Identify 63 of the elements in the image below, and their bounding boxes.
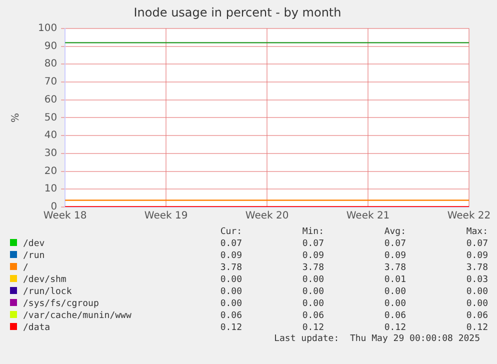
- x-tick-label: Week 21: [346, 210, 390, 222]
- text: 0.12: [301, 322, 324, 334]
- y-tick-label: 50: [44, 112, 58, 124]
- y-tick-label: 60: [44, 94, 58, 106]
- y-tick-label: 80: [44, 58, 58, 70]
- text: 0.12: [383, 322, 406, 334]
- text: 0.00: [301, 274, 324, 286]
- text: 0.00: [301, 286, 324, 298]
- text: Last update: Thu May 29 00:00:08 2025: [274, 334, 480, 344]
- text: 0.00: [383, 298, 406, 310]
- text: 0.07: [383, 238, 406, 250]
- text: 0.07: [301, 238, 324, 250]
- text: 3.78: [465, 262, 488, 274]
- text: 0.00: [219, 286, 242, 298]
- x-tick-label: Week 20: [245, 210, 289, 222]
- y-tick-label: 20: [44, 166, 58, 177]
- legend-label: /: [22, 262, 30, 274]
- text: 3.78: [219, 262, 242, 274]
- text: 0.06: [301, 310, 324, 322]
- chart-title: Inode usage in percent - by month: [134, 5, 342, 20]
- text: 0.12: [465, 322, 488, 334]
- legend-label: /run/lock: [22, 286, 73, 298]
- text: 0.06: [465, 310, 488, 322]
- text: 0.00: [465, 286, 488, 298]
- text: 0.00: [219, 298, 242, 310]
- text: 0.00: [465, 298, 488, 310]
- text: 0.06: [383, 310, 406, 322]
- legend-label: /sys/fs/cgroup: [22, 298, 100, 310]
- y-tick-label: 90: [44, 40, 58, 52]
- text: 0.07: [219, 238, 242, 250]
- text: Cur:: [219, 226, 242, 238]
- text: 0.00: [219, 274, 242, 286]
- text: 0.09: [301, 250, 324, 262]
- text: 3.78: [383, 262, 406, 274]
- legend-label: /data: [22, 322, 52, 334]
- legend-label: /var/cache/munin/www: [22, 310, 132, 322]
- y-tick-label: 30: [44, 148, 58, 160]
- text: 0.09: [219, 250, 242, 262]
- y-tick-label: 10: [44, 184, 58, 195]
- x-tick-label: Week 22: [447, 210, 491, 222]
- x-tick-label: Week 18: [43, 210, 87, 222]
- text: Min:: [301, 226, 324, 238]
- y-tick-label: 70: [44, 76, 58, 88]
- legend-label: /dev: [22, 238, 46, 250]
- text: 0.03: [465, 274, 488, 286]
- text: 0.12: [219, 322, 242, 334]
- text: Max:: [465, 226, 488, 238]
- x-tick-label: Week 19: [144, 210, 188, 222]
- text: 0.00: [301, 298, 324, 310]
- text: 0.09: [465, 250, 488, 262]
- text: 0.07: [465, 238, 488, 250]
- legend-label: /dev/shm: [22, 274, 68, 286]
- y-tick-label: 40: [44, 130, 58, 142]
- text: Avg:: [383, 226, 406, 238]
- legend-label: /run: [22, 250, 46, 262]
- y-tick-label: 0: [50, 202, 58, 213]
- text: 3.78: [301, 262, 324, 274]
- y-tick-label: 100: [38, 22, 58, 34]
- y-axis-title: %: [10, 112, 22, 122]
- text: 0.09: [383, 250, 406, 262]
- text: 0.01: [383, 274, 406, 286]
- text: 0.06: [219, 310, 242, 322]
- text: 0.00: [383, 286, 406, 298]
